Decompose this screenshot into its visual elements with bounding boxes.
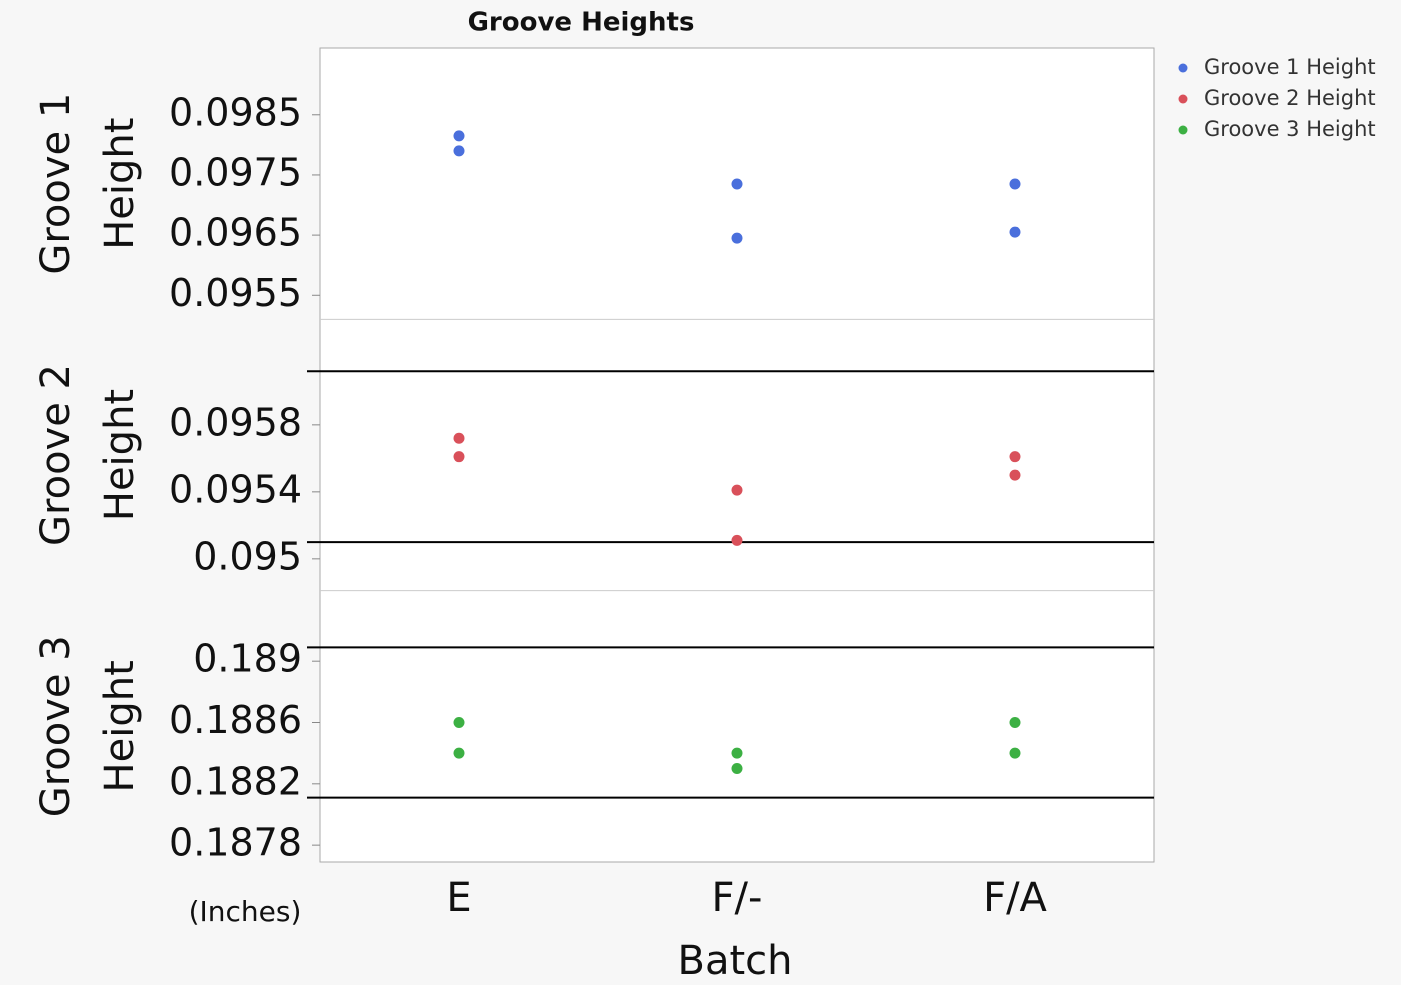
plot-area xyxy=(319,47,1155,863)
legend-marker xyxy=(1178,125,1188,135)
point xyxy=(1009,178,1021,190)
point xyxy=(453,717,465,729)
point xyxy=(453,451,465,463)
y-axis-label: Groove 3 xyxy=(33,635,79,817)
x-tick-label: E xyxy=(446,875,471,921)
y-axis-label: Groove 2 xyxy=(33,364,79,546)
x-axis-label: Batch xyxy=(678,938,793,984)
point xyxy=(453,432,465,444)
point xyxy=(731,762,743,774)
point xyxy=(1009,226,1021,238)
point xyxy=(731,232,743,244)
y-axis-label: Height xyxy=(97,660,143,792)
point xyxy=(1009,717,1021,729)
legend-label: Groove 3 Height xyxy=(1204,117,1376,141)
y-tick-label: 0.0975 xyxy=(169,150,302,194)
y-tick-label: 0.0958 xyxy=(169,400,302,444)
y-tick-label: 0.0965 xyxy=(169,211,302,255)
point xyxy=(731,178,743,190)
point xyxy=(1009,469,1021,481)
y-tick-label: 0.095 xyxy=(193,534,302,578)
point xyxy=(453,145,465,157)
y-tick-label: 0.0954 xyxy=(169,467,302,511)
unit-note: (Inches) xyxy=(189,895,302,928)
y-tick-label: 0.1886 xyxy=(169,698,302,742)
point xyxy=(1009,451,1021,463)
x-tick-label: F/- xyxy=(712,875,763,921)
y-tick-label: 0.1882 xyxy=(169,759,302,803)
legend-label: Groove 1 Height xyxy=(1204,55,1376,79)
legend-marker xyxy=(1178,63,1188,73)
point xyxy=(731,484,743,496)
point xyxy=(731,747,743,759)
x-tick-label: F/A xyxy=(983,875,1047,921)
y-axis-label: Height xyxy=(97,389,143,521)
point xyxy=(453,747,465,759)
y-tick-label: 0.0985 xyxy=(169,90,302,134)
legend-marker xyxy=(1178,94,1188,104)
point xyxy=(731,534,743,546)
y-tick-label: 0.189 xyxy=(193,637,302,681)
legend-label: Groove 2 Height xyxy=(1204,86,1376,110)
y-tick-label: 0.1878 xyxy=(169,821,302,865)
y-axis-label: Height xyxy=(97,118,143,250)
point xyxy=(1009,747,1021,759)
point xyxy=(453,130,465,142)
chart-title: Groove Heights xyxy=(468,8,695,38)
y-tick-label: 0.0955 xyxy=(169,271,302,315)
y-axis-label: Groove 1 xyxy=(33,93,79,275)
